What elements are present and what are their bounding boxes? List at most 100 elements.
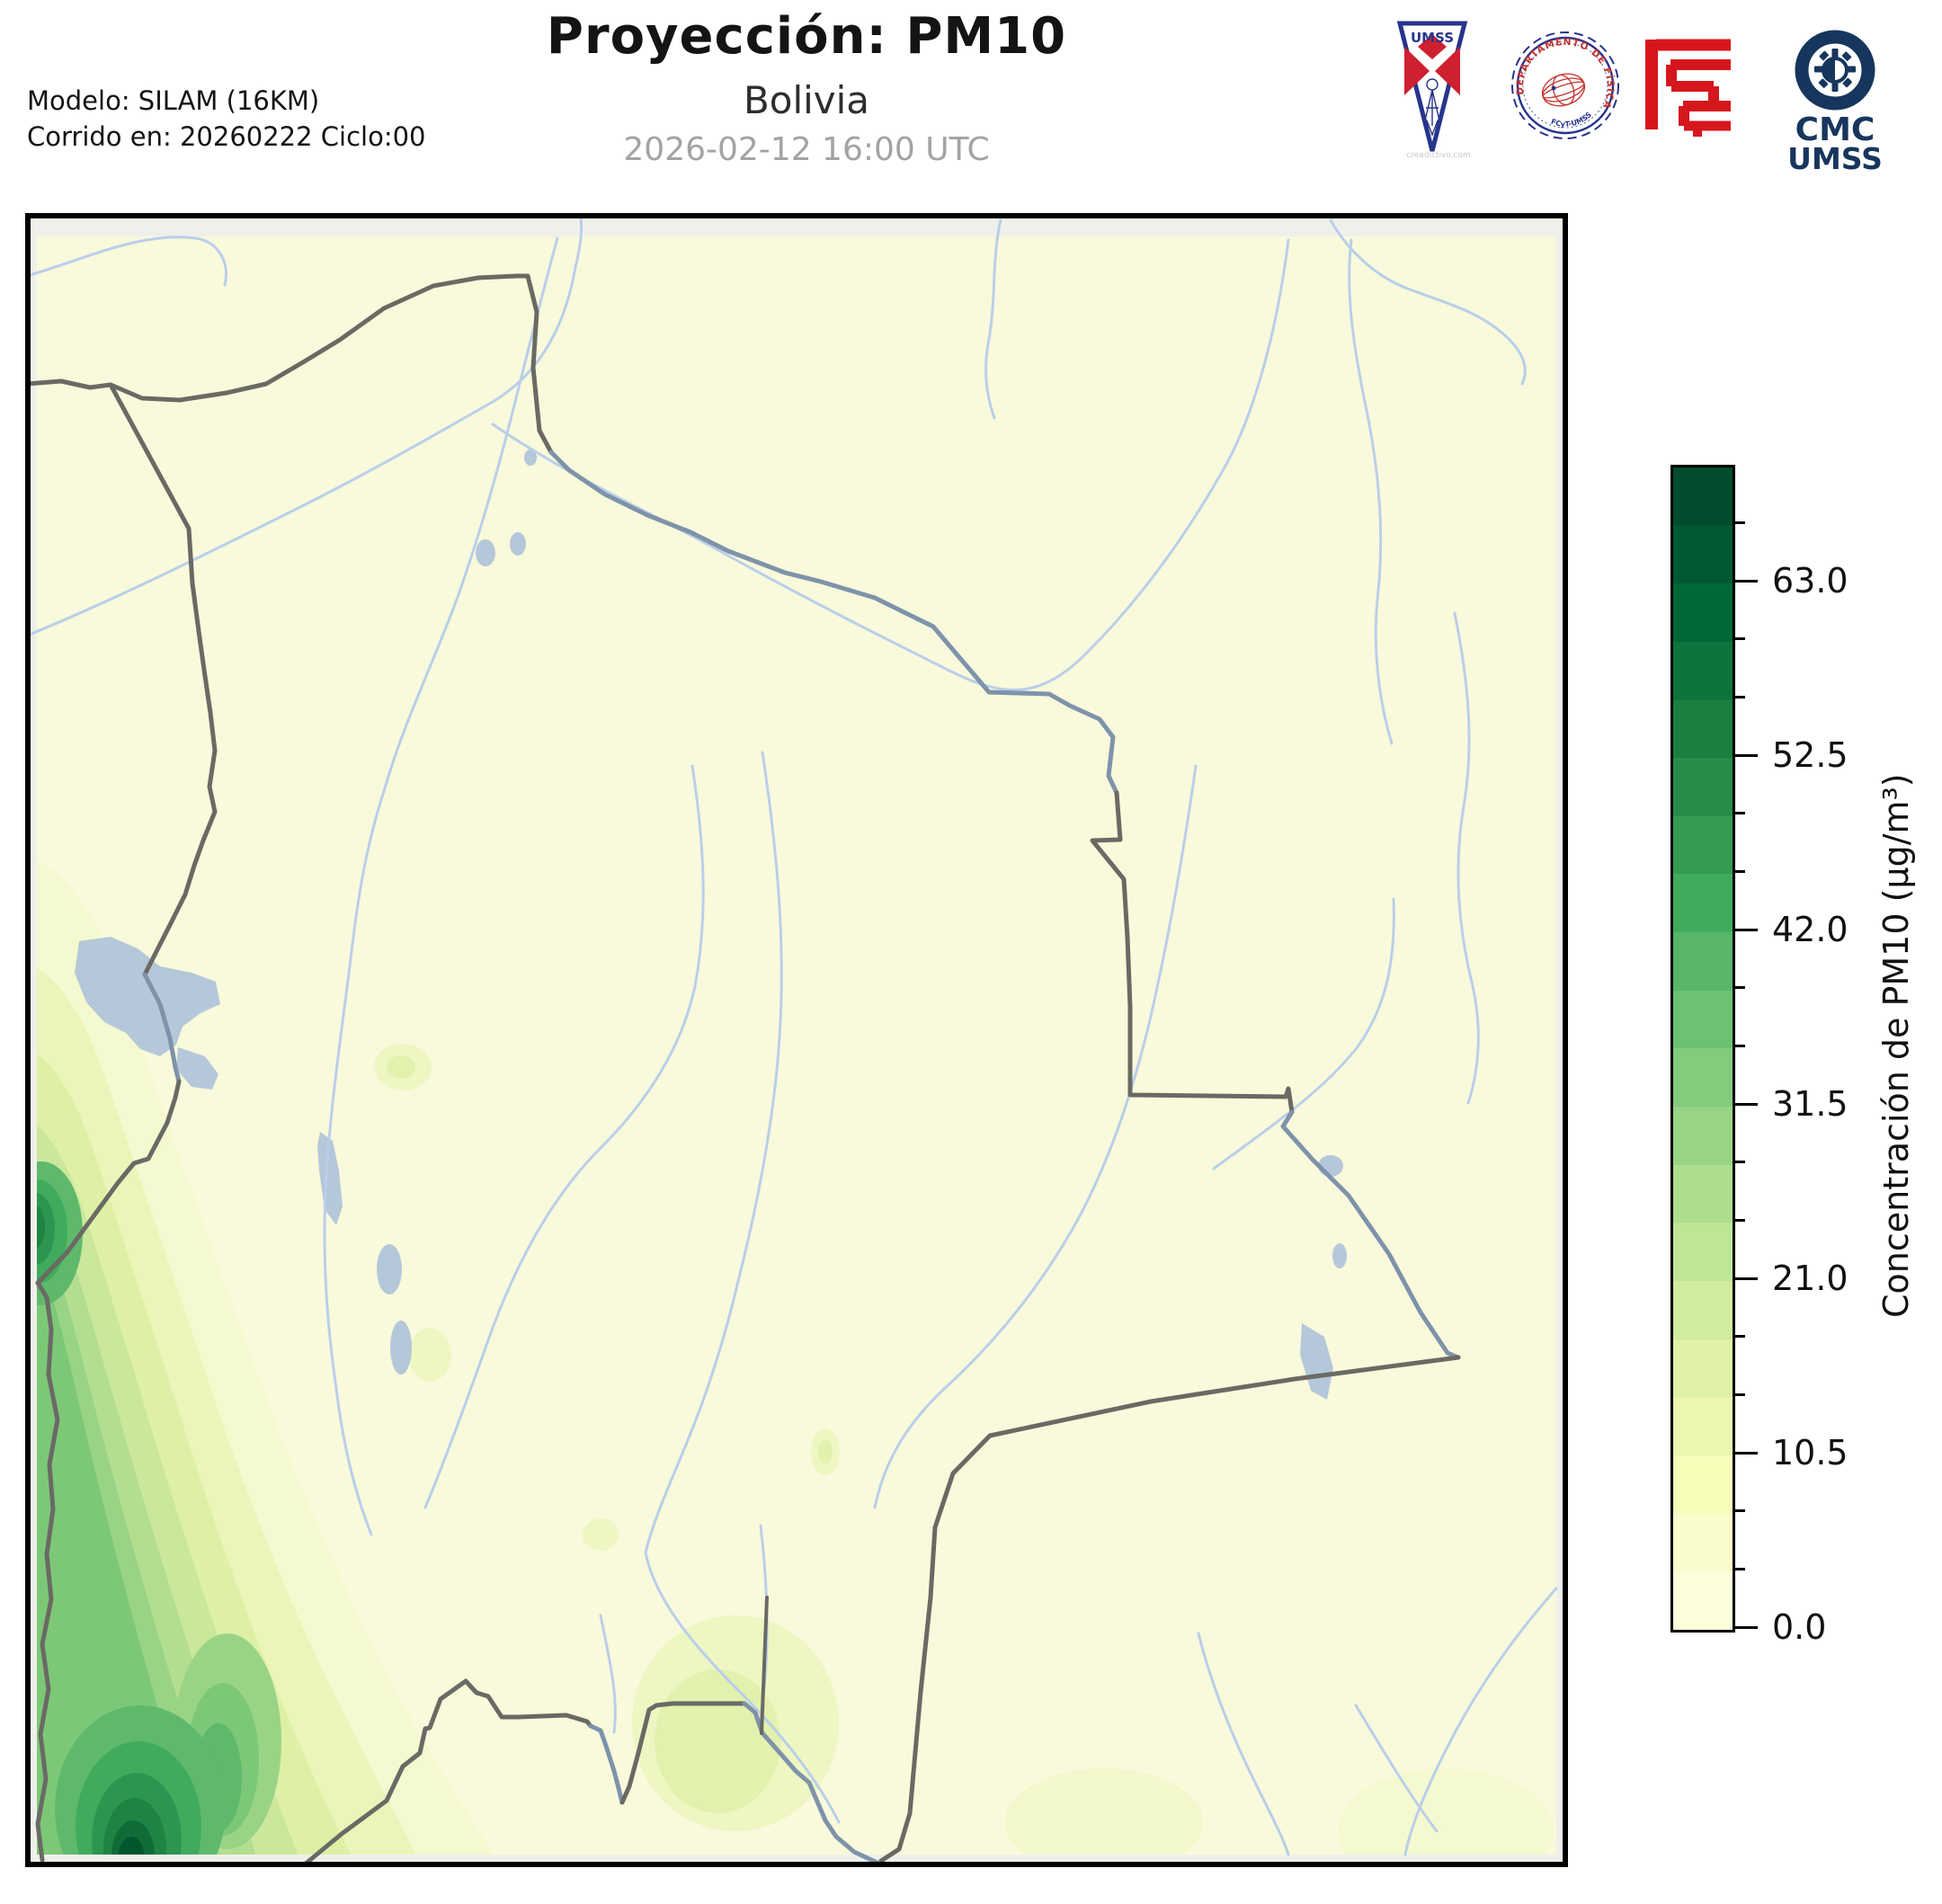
header: Proyección: PM10 Bolivia 2026-02-12 16:0… [0,7,1613,168]
colorbar-major-tick [1733,1451,1758,1455]
pennant-watermark: creadictivo.com [1406,151,1471,160]
colorbar-segment [1673,1455,1733,1514]
border-argentina-east [619,1701,747,1805]
border-bolivia-chile [35,1280,60,1863]
svg-text:CMC: CMC [1795,111,1875,148]
colorbar-tick-label: 52.5 [1772,735,1848,776]
map-frame [25,213,1568,1867]
colorbar-segment [1673,815,1733,875]
colorbar-tick-label: 63.0 [1772,561,1848,601]
lake-titicaca [75,937,220,1056]
colorbar-segment [1673,1397,1733,1456]
colorbar-segment [1673,1107,1733,1165]
border-paraguay [878,1355,1461,1864]
colorbar-segment [1673,699,1733,759]
colorbar-tick-label: 21.0 [1772,1259,1848,1299]
colorbar-minor-tick [1733,1335,1745,1339]
colorbar-segment [1673,1339,1733,1398]
colorbar-minor-tick [1733,637,1745,641]
colorbar-major-tick [1733,928,1758,931]
fcyt-red-icon [1645,39,1731,137]
colorbar-segment [1673,1571,1733,1630]
colorbar-segment [1673,1513,1733,1572]
laguna-east [1332,1243,1347,1268]
colorbar-gradient [1670,465,1735,1633]
colorbar-major-tick [1733,753,1758,757]
colorbar-major-tick [1733,579,1758,583]
svg-text:UMSS: UMSS [1787,141,1883,173]
model-name: Modelo: SILAM (16KM) [27,85,320,116]
small-lake-north [524,449,537,466]
timestamp: 2026-02-12 16:00 UTC [623,131,990,168]
colorbar-major-tick [1733,1277,1758,1280]
salar-coipasa [377,1244,402,1295]
border-peru-south [35,1079,182,1286]
banados-izozog [1300,1323,1333,1400]
colorbar-segment [1673,641,1733,700]
colorbar-segment [1673,874,1733,933]
lake-rogaguado [476,539,495,566]
colorbar-segment [1673,758,1733,816]
salar-uyuni [390,1321,412,1375]
colorbar-segment [1673,467,1733,526]
colorbar-segment [1673,1164,1733,1223]
colorbar-segment [1673,525,1733,584]
border-segment-south [760,1596,769,1735]
fisica-seal-icon: DEPARTAMENTO DE FÍSICA FCyT-UMSS [1511,31,1619,139]
colorbar-segment [1673,1281,1733,1339]
colorbar-major-tick [1733,1625,1758,1629]
page-title: Proyección: PM10 [546,7,1067,66]
map-bolivia [25,213,1568,1867]
colorbar-ticks: 0.0 10.5 21.0 31.5 42.0 52.5 63.0 [1733,465,1942,1647]
border-brazil-east [1090,790,1295,1115]
colorbar-tick-label: 31.5 [1772,1084,1848,1125]
subtitle: Bolivia [743,78,870,122]
colorbar-minor-tick [1733,1392,1745,1396]
colorbar-minor-tick [1733,1045,1745,1047]
svg-text:UMSS: UMSS [1411,30,1454,46]
colorbar-segment [1673,583,1733,642]
colorbar-minor-tick [1733,1161,1745,1164]
fcyt-red-logo [1644,32,1733,142]
fisica-seal-logo: DEPARTAMENTO DE FÍSICA FCyT-UMSS [1507,25,1624,149]
colorbar-segment [1673,1223,1733,1282]
pm10-contour-field [25,860,1554,1867]
model-info: Modelo: SILAM (16KM) Corrido en: 2026022… [27,83,426,155]
border-argentina [303,1678,593,1866]
border-bermejo-dip [588,1723,625,1805]
border-titicaca-crossing [142,972,182,1084]
colorbar-segment [1673,990,1733,1049]
model-run: Corrido en: 20260222 Ciclo:00 [27,121,426,152]
border-brazil-river [548,449,1119,796]
colorbar-minor-tick [1733,870,1745,874]
colorbar-minor-tick [1733,1509,1745,1513]
colorbar-segment [1673,1048,1733,1108]
lake-poopo [317,1132,343,1225]
border-brazil-southeast-river [1280,1109,1461,1360]
colorbar-axis-label: Concentración de PM10 (µg/m³) [1876,773,1916,1319]
colorbar-tick-label: 10.5 [1772,1433,1848,1473]
colorbar-minor-tick [1733,812,1745,815]
colorbar-tick-label: 42.0 [1772,910,1848,950]
border-brazil-north [108,273,554,455]
umss-pennant-logo: UMSS [1396,20,1468,158]
country-borders [25,273,1461,1866]
colorbar-segment [1673,932,1733,991]
umss-pennant-icon: UMSS [1396,21,1468,152]
colorbar-minor-tick [1733,1218,1745,1222]
colorbar-minor-tick [1733,986,1745,990]
border-pilcomayo [742,1701,882,1866]
lake-rogagua [510,532,526,556]
border-bolivia-peru [108,382,218,977]
border-peru-brazil [25,378,113,390]
cmc-umss-icon: CMC UMSS [1787,30,1883,176]
lakes [75,449,1347,1400]
colorbar-minor-tick [1733,1567,1745,1570]
colorbar-major-tick [1733,1102,1758,1106]
colorbar-minor-tick [1733,696,1745,699]
lake-titicaca-minor [176,1047,218,1090]
colorbar-tick-label: 0.0 [1772,1607,1827,1647]
colorbar-minor-tick [1733,521,1745,525]
cmc-umss-logo: CMC UMSS [1785,23,1885,176]
